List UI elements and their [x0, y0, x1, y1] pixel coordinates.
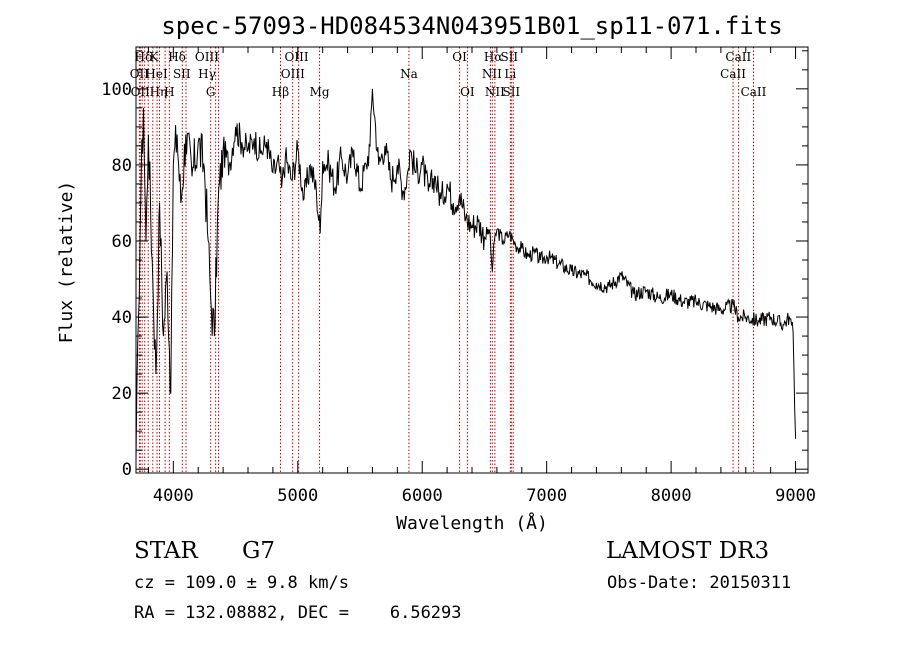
flux-series-line	[135, 88, 797, 462]
spectral-line-label: SII	[173, 67, 191, 81]
x-tick-label: 5000	[277, 486, 318, 506]
spectral-line-label: OIII	[195, 50, 219, 64]
spectral-line-label: Mg	[310, 85, 330, 99]
spectral-line-label: OI	[460, 85, 475, 99]
y-axis-label: Flux (relative)	[56, 181, 77, 344]
redshift-velocity: cz = 109.0 ± 9.8 km/s	[134, 573, 349, 593]
x-axis-label: Wavelength (Å)	[396, 512, 548, 534]
spectral-line-markers	[138, 47, 754, 473]
spectral-line-label: CaII	[741, 85, 767, 99]
spectral-line-label: OIII	[281, 67, 305, 81]
spectral-line-label: Hδ	[168, 50, 186, 64]
x-tick-label: 8000	[651, 486, 692, 506]
coordinates: RA = 132.08882, DEC = 6.56293	[134, 603, 462, 623]
x-tick-label: 6000	[402, 486, 443, 506]
spectral-line-label: K	[150, 50, 160, 64]
spectral-line-label: H	[164, 85, 174, 99]
y-tick-label: 80	[112, 156, 132, 176]
y-tick-label: 0	[122, 460, 132, 480]
spectral-line-label: Hα	[484, 50, 503, 64]
spectral-line-label: SII	[502, 85, 520, 99]
spectral-line-label: Hβ	[272, 85, 289, 99]
spectral-line-label: SII	[500, 50, 518, 64]
axis-ticks: 4000 5000 6000 7000 8000 9000 0 20 40 60 80 100	[101, 47, 816, 506]
spectral-line-label: CaII	[720, 67, 746, 81]
spectral-line-label: Li	[504, 67, 516, 81]
spectral-line-label: OII	[130, 67, 150, 81]
x-tick-label: 4000	[153, 486, 194, 506]
survey-name: LAMOST DR3	[606, 538, 770, 564]
spectral-line-label: CaII	[725, 50, 751, 64]
y-tick-label: 20	[112, 384, 132, 404]
spectral-line-label: Hγ	[198, 67, 216, 81]
spectral-line-label: G	[206, 85, 216, 99]
y-tick-label: 60	[112, 232, 132, 252]
spectral-line-label: OI	[452, 50, 467, 64]
spectral-line-label: Na	[400, 67, 418, 81]
spectral-line-label: HeI	[145, 67, 168, 81]
plot-frame	[135, 46, 809, 474]
observation-date: Obs-Date: 20150311	[607, 573, 792, 593]
chart-title: spec-57093-HD084534N043951B01_sp11-071.f…	[161, 12, 782, 40]
spectral-line-label: OIII	[285, 50, 309, 64]
x-tick-label: 7000	[526, 486, 567, 506]
y-tick-label: 40	[112, 308, 132, 328]
object-class: STAR	[134, 538, 198, 564]
spectral-line-label: Hδ	[135, 50, 153, 64]
object-subclass: G7	[242, 538, 276, 564]
x-tick-label: 9000	[775, 486, 816, 506]
y-tick-label: 100	[101, 80, 132, 100]
spectral-line-label: NII	[485, 85, 505, 99]
spectral-line-label: OII	[131, 85, 151, 99]
spectral-line-label: NII	[482, 67, 502, 81]
spectral-line-label: Hη	[150, 85, 168, 99]
